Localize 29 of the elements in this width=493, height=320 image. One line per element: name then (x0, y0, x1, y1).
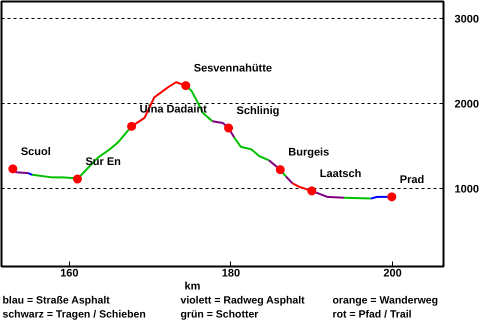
text: grün = Schotter (180, 308, 258, 320)
text: violett = Radweg Asphalt (180, 294, 306, 306)
text: rot = Pfad / Trail (332, 308, 412, 320)
y-tick-label: 1000 (454, 183, 479, 196)
annotation: Burgeis (288, 146, 330, 159)
annotation: Schlinig (236, 105, 280, 118)
point (276, 165, 285, 174)
x-tick-label: 180 (222, 268, 240, 280)
point (8, 164, 18, 174)
point (387, 192, 396, 202)
text: blau = Straße Asphalt (2, 294, 110, 306)
line-series (211, 120, 236, 138)
x-axis-title: km (184, 280, 201, 292)
annotation: Sesvennahütte (194, 62, 272, 75)
text: orange = Wanderweg (332, 294, 438, 306)
point (127, 122, 136, 131)
annotation: Laatsch (320, 168, 362, 180)
point (307, 186, 316, 196)
text: schwarz = Tragen / Schieben (2, 308, 146, 320)
point (72, 174, 82, 184)
point (181, 81, 190, 90)
annotation: Scuol (20, 146, 51, 158)
annotation: Prad (400, 174, 424, 186)
line-series (233, 136, 270, 162)
y-tick-label: 3000 (454, 13, 479, 26)
x-tick-label: 160 (60, 268, 79, 280)
x-tick-label: 200 (383, 268, 402, 280)
y-tick-label: 2000 (454, 98, 479, 110)
point (224, 124, 234, 133)
